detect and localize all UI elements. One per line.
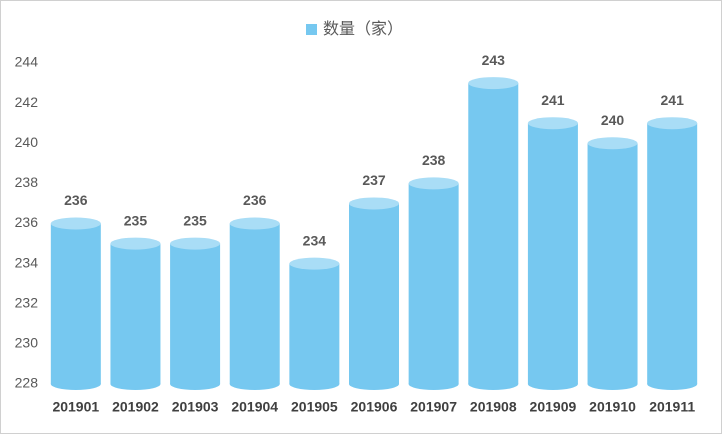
bar-top xyxy=(468,77,519,90)
bar-top xyxy=(587,137,638,150)
y-tick-label: 236 xyxy=(15,214,39,230)
bar xyxy=(587,143,638,384)
bar-top xyxy=(527,117,578,130)
bar-top xyxy=(408,177,459,190)
bar xyxy=(110,243,161,384)
data-label: 241 xyxy=(661,92,685,108)
bar-top xyxy=(110,237,161,250)
x-tick-label: 201902 xyxy=(112,399,159,415)
bar xyxy=(468,83,519,384)
data-label: 238 xyxy=(422,152,446,168)
x-tick-label: 201911 xyxy=(649,399,695,415)
bar-top xyxy=(647,117,698,130)
y-tick-label: 230 xyxy=(15,335,39,351)
y-tick-label: 244 xyxy=(15,54,39,70)
x-tick-label: 201910 xyxy=(589,399,636,415)
data-label: 241 xyxy=(541,92,565,108)
y-tick-label: 238 xyxy=(15,174,39,190)
data-label: 235 xyxy=(124,212,148,228)
x-tick-label: 201903 xyxy=(172,399,219,415)
bar xyxy=(349,203,399,384)
bar-top xyxy=(50,217,101,230)
data-label: 243 xyxy=(482,52,506,68)
bar-top xyxy=(349,197,399,210)
bar xyxy=(647,123,698,384)
data-label: 236 xyxy=(64,192,88,208)
data-label: 236 xyxy=(243,192,267,208)
y-tick-label: 232 xyxy=(15,294,39,310)
bar-top xyxy=(289,257,340,270)
x-tick-label: 201904 xyxy=(231,399,278,415)
y-tick-label: 242 xyxy=(15,94,39,110)
x-tick-label: 201908 xyxy=(470,399,517,415)
bar xyxy=(408,183,459,384)
bar xyxy=(170,243,221,384)
bar-top xyxy=(170,237,221,250)
x-tick-label: 201905 xyxy=(291,399,338,415)
data-label: 235 xyxy=(183,212,207,228)
x-tick-label: 201901 xyxy=(52,399,99,415)
data-label: 234 xyxy=(303,232,327,248)
legend-label: 数量（家） xyxy=(323,20,403,38)
x-tick-label: 201906 xyxy=(351,399,398,415)
bar-top xyxy=(229,217,280,230)
y-tick-label: 228 xyxy=(15,375,39,391)
bar xyxy=(229,223,280,384)
bar xyxy=(527,123,578,384)
x-tick-label: 201907 xyxy=(410,399,457,415)
bar xyxy=(50,223,101,384)
data-label: 237 xyxy=(362,172,386,188)
y-tick-label: 234 xyxy=(15,254,39,270)
bar xyxy=(289,263,340,384)
legend-swatch xyxy=(306,24,317,35)
x-tick-label: 201909 xyxy=(530,399,577,415)
data-label: 240 xyxy=(601,112,625,128)
y-tick-label: 240 xyxy=(15,134,39,150)
